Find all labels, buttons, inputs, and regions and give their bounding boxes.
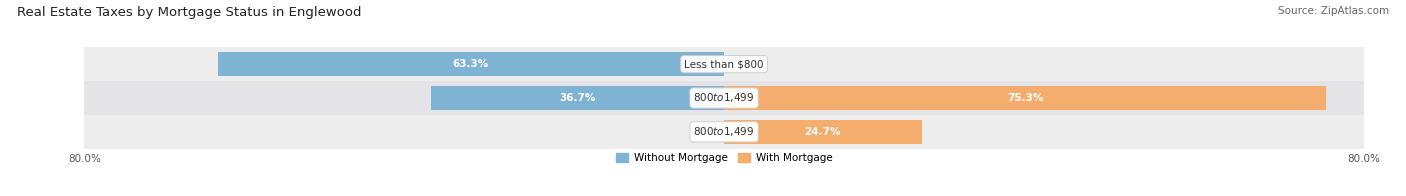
Text: 0.0%: 0.0% [733,59,758,69]
Text: Real Estate Taxes by Mortgage Status in Englewood: Real Estate Taxes by Mortgage Status in … [17,6,361,19]
Bar [218,52,724,76]
Bar [84,47,1364,81]
Bar [724,120,921,144]
Bar [430,86,724,110]
Legend: Without Mortgage, With Mortgage: Without Mortgage, With Mortgage [612,149,837,167]
Text: $800 to $1,499: $800 to $1,499 [693,125,755,138]
Text: 24.7%: 24.7% [804,127,841,137]
Bar [84,81,1364,115]
Text: 63.3%: 63.3% [453,59,489,69]
Text: Source: ZipAtlas.com: Source: ZipAtlas.com [1278,6,1389,16]
Bar [724,86,1326,110]
Text: 75.3%: 75.3% [1007,93,1043,103]
Text: 36.7%: 36.7% [560,93,596,103]
Bar [84,115,1364,149]
Text: 0.0%: 0.0% [690,127,716,137]
Text: $800 to $1,499: $800 to $1,499 [693,92,755,104]
Text: Less than $800: Less than $800 [685,59,763,69]
